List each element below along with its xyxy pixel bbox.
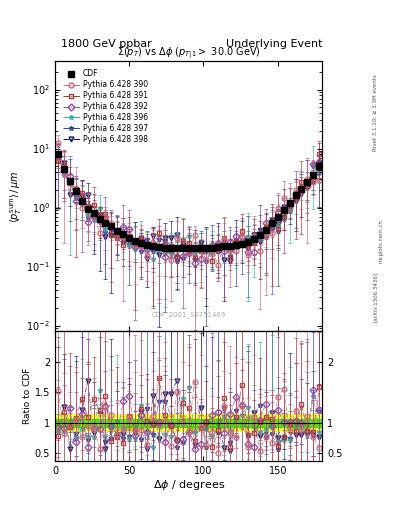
Y-axis label: Ratio to CDF: Ratio to CDF <box>23 368 32 424</box>
Text: CDF_2001_S4751469: CDF_2001_S4751469 <box>151 311 226 318</box>
Y-axis label: $\langle p_T^{\rm sum}\rangle\,/\,\mu m$: $\langle p_T^{\rm sum}\rangle\,/\,\mu m$ <box>8 170 24 223</box>
Text: [arXiv:1306.3436]: [arXiv:1306.3436] <box>373 272 378 322</box>
X-axis label: $\Delta\phi$ / degrees: $\Delta\phi$ / degrees <box>152 478 225 493</box>
Title: $\Sigma(p_T)$ vs $\Delta\phi$ ($p_{T|1} >$ 30.0 GeV): $\Sigma(p_T)$ vs $\Delta\phi$ ($p_{T|1} … <box>117 46 261 61</box>
Text: Underlying Event: Underlying Event <box>226 38 322 49</box>
Text: 1800 GeV ppbar: 1800 GeV ppbar <box>61 38 152 49</box>
Text: mcplots.cern.ch: mcplots.cern.ch <box>379 219 384 263</box>
Legend: CDF, Pythia 6.428 390, Pythia 6.428 391, Pythia 6.428 392, Pythia 6.428 396, Pyt: CDF, Pythia 6.428 390, Pythia 6.428 391,… <box>62 68 150 145</box>
Text: Rivet 3.1.10; ≥ 3.3M events: Rivet 3.1.10; ≥ 3.3M events <box>373 74 378 151</box>
